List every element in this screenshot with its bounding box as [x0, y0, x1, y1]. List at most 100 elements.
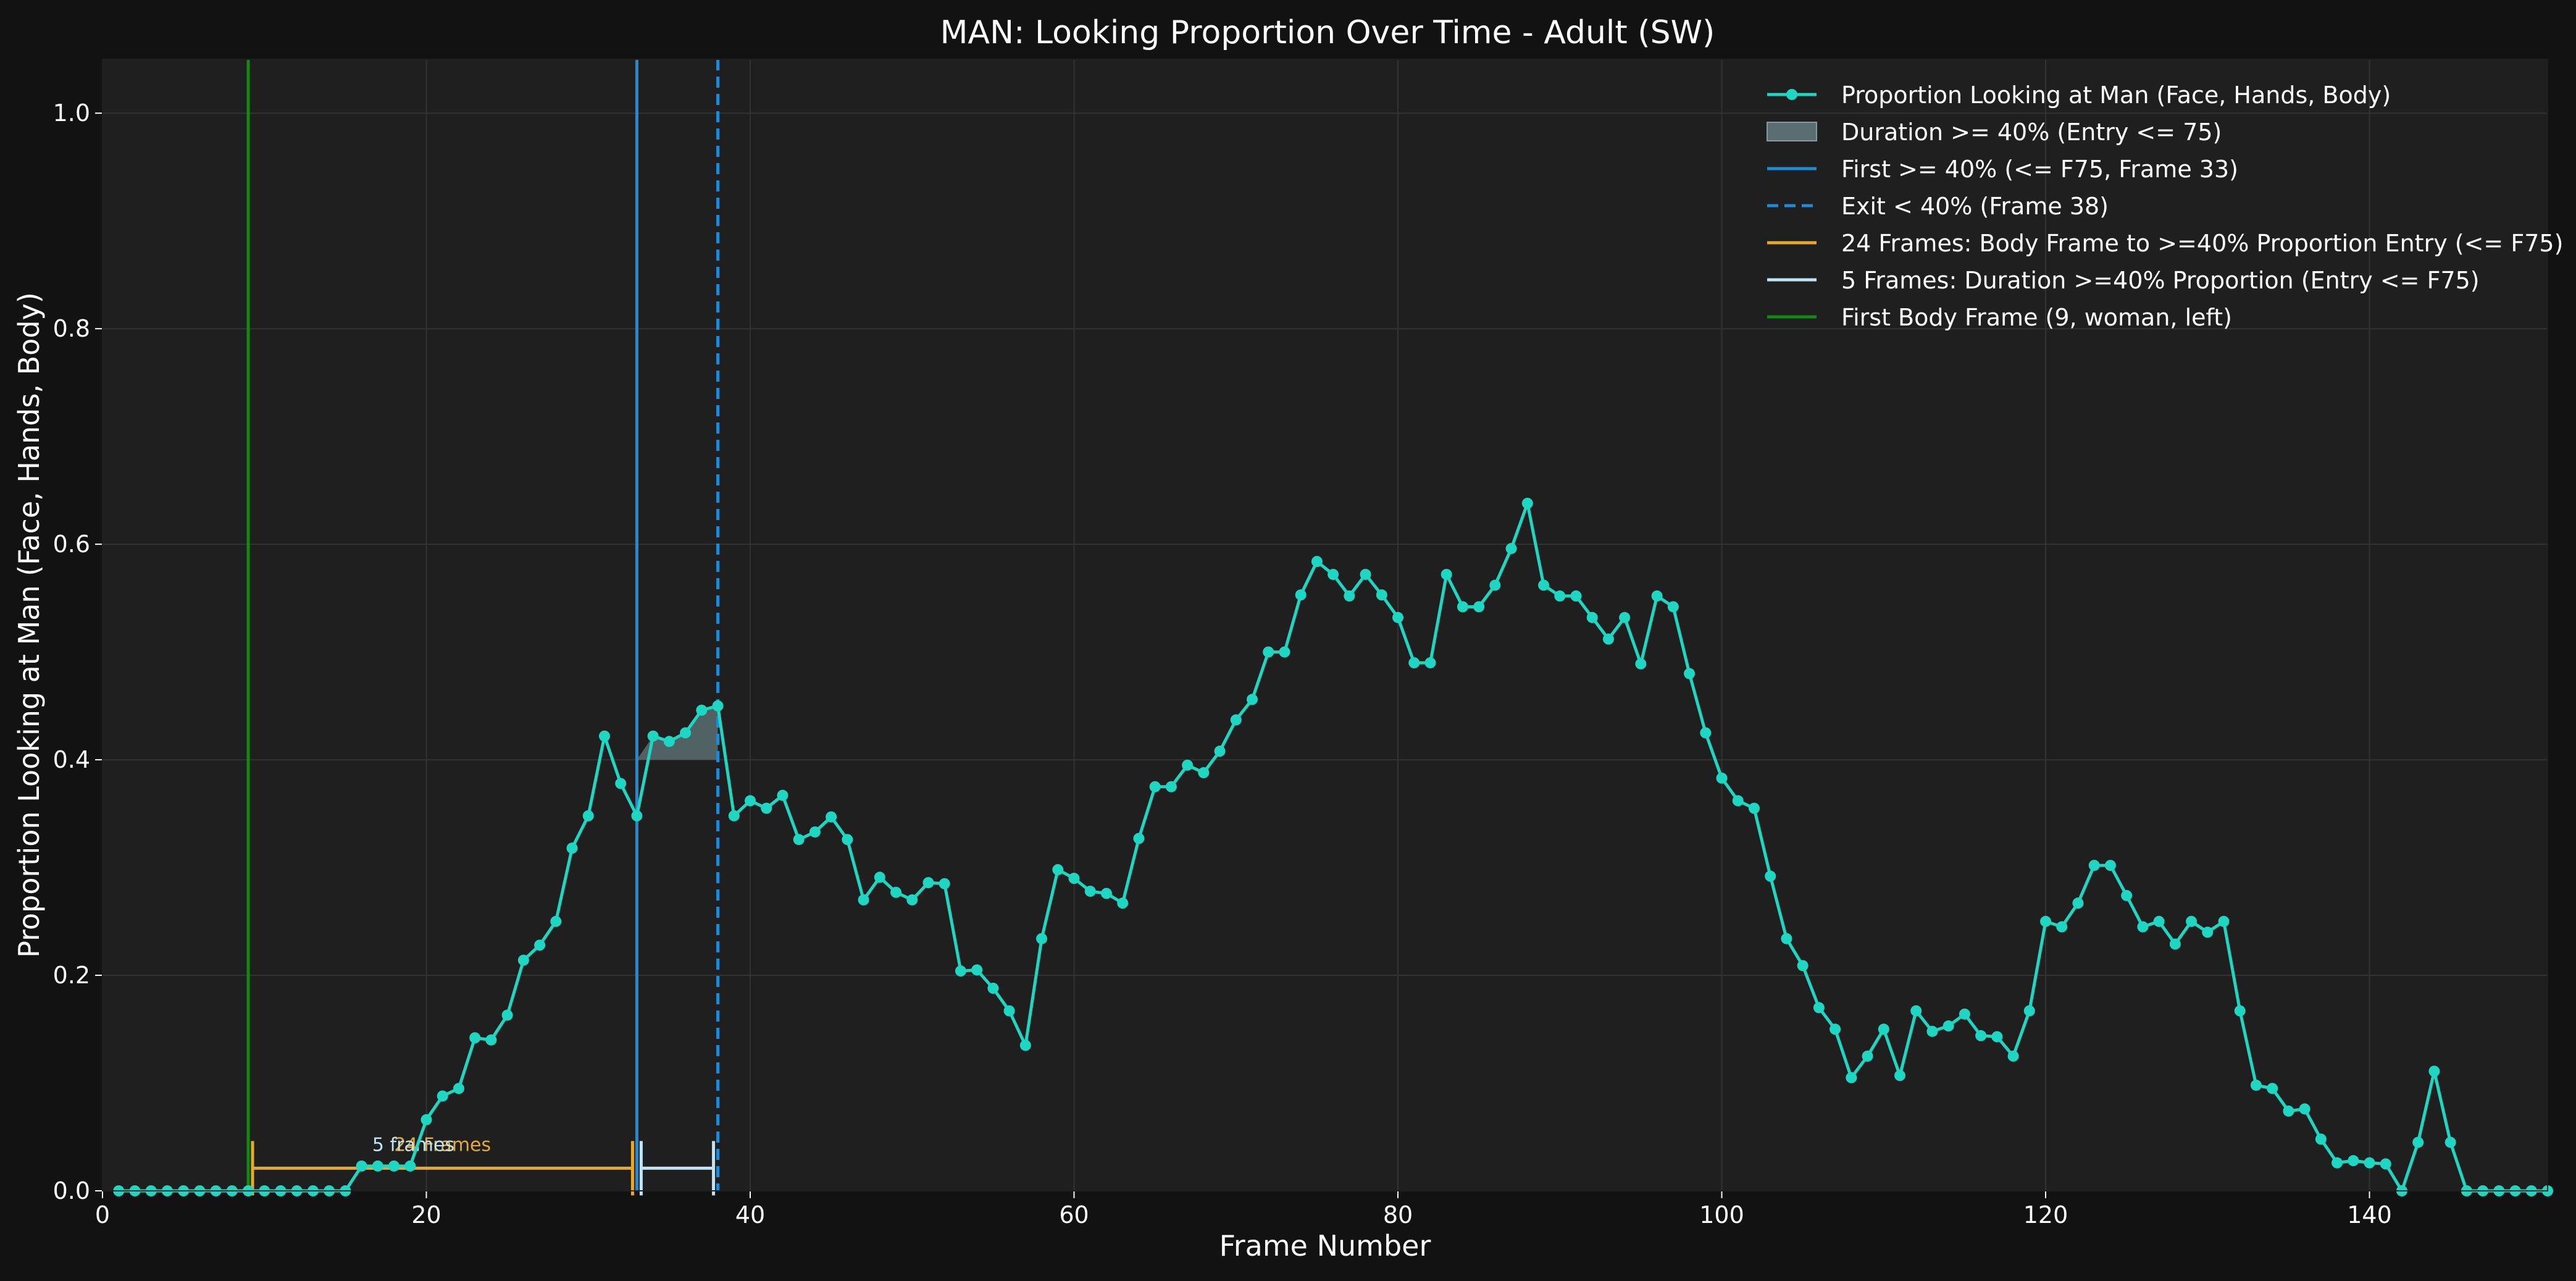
x-tick-label: 60 [1059, 1201, 1089, 1228]
data-point [1942, 1020, 1954, 1032]
data-point [2428, 1065, 2440, 1077]
vline-layer [246, 59, 720, 1191]
data-point [1311, 556, 1323, 568]
data-point [1586, 611, 1598, 623]
data-point [534, 939, 546, 951]
plot-frame [102, 59, 2548, 1191]
data-point [1408, 657, 1420, 669]
x-axis-label: Frame Number [1219, 1229, 1431, 1262]
data-point [1100, 888, 1112, 899]
data-point [453, 1083, 464, 1094]
data-point [1182, 759, 1194, 771]
data-point [469, 1032, 481, 1044]
data-point [1392, 611, 1404, 623]
data-point [1570, 590, 1582, 602]
data-point [420, 1114, 432, 1125]
data-point [987, 982, 999, 994]
data-point [2056, 921, 2068, 933]
legend-entry-label: Proportion Looking at Man (Face, Hands, … [1841, 82, 2391, 109]
data-point [745, 795, 756, 807]
data-point [2283, 1105, 2294, 1117]
data-point [1700, 727, 1712, 739]
data-point [1521, 497, 1533, 509]
data-point [1748, 802, 1760, 814]
grid [102, 59, 2548, 1191]
data-point [826, 811, 837, 823]
data-point [2186, 915, 2198, 927]
data-point [1732, 795, 1744, 807]
x-tick-label: 40 [735, 1201, 765, 1228]
data-point [1602, 633, 1614, 645]
y-tick-label: 0.8 [53, 315, 90, 342]
data-point [404, 1160, 416, 1172]
data-point [1910, 1005, 1922, 1017]
data-point [696, 704, 708, 716]
legend-entry-label: Duration >= 40% (Entry <= 75) [1841, 119, 2222, 146]
data-point [1424, 657, 1436, 669]
data-point [1003, 1005, 1015, 1017]
data-point [728, 810, 740, 821]
data-point [663, 736, 675, 747]
data-point [1149, 781, 1161, 792]
x-tick-label: 120 [2023, 1201, 2068, 1228]
data-point [2234, 1005, 2246, 1017]
data-point [890, 886, 902, 898]
data-point [971, 964, 983, 976]
data-point [874, 872, 885, 883]
data-point [1651, 590, 1663, 602]
data-point [437, 1090, 448, 1102]
data-point [2364, 1157, 2375, 1169]
data-point [2169, 938, 2181, 950]
axis-layer: 0 20 40 60 80 100 120 140 0.0 0.2 0.4 0.6 0.8 1.0 [53, 59, 2548, 1228]
data-point [1328, 568, 1339, 580]
data-point [1473, 601, 1485, 613]
y-tick-label: 0.2 [53, 962, 90, 989]
plot-area [102, 59, 2548, 1191]
data-point [1781, 933, 1792, 944]
data-point [615, 778, 627, 789]
data-point [2088, 860, 2100, 872]
data-point [1894, 1070, 1905, 1082]
legend-entry-label: Exit < 40% (Frame 38) [1841, 193, 2109, 220]
data-point [680, 727, 692, 739]
data-point [1165, 781, 1177, 792]
data-point [777, 789, 788, 801]
data-point [372, 1160, 383, 1172]
bracket-label: 24 Frames [394, 1134, 491, 1156]
data-point [2315, 1133, 2327, 1145]
data-point [761, 802, 772, 814]
legend-entry-label: 5 Frames: Duration >=40% Proportion (Ent… [1841, 267, 2480, 294]
data-point [1295, 589, 1307, 601]
y-tick-label: 1.0 [53, 99, 90, 127]
data-point [2007, 1050, 2019, 1062]
data-point [1959, 1008, 1970, 1020]
data-point [2267, 1083, 2278, 1094]
data-point [2121, 889, 2133, 901]
data-point [1635, 658, 1647, 670]
data-point [1376, 589, 1387, 601]
data-point [2444, 1136, 2456, 1148]
data-point [1084, 885, 1096, 897]
data-point [1862, 1050, 1873, 1062]
data-point [1068, 873, 1080, 884]
legend-entry-label: 24 Frames: Body Frame to >=40% Proportio… [1841, 230, 2563, 257]
data-point [598, 730, 610, 742]
data-point [2153, 915, 2165, 927]
data-point [1117, 897, 1129, 909]
data-point [1684, 668, 1696, 679]
data-point [1489, 579, 1501, 591]
data-point [1133, 833, 1145, 844]
data-point [2250, 1080, 2262, 1091]
data-point [712, 700, 724, 712]
y-tick-label: 0.6 [53, 531, 90, 558]
data-point [1554, 590, 1566, 602]
x-tick-label: 20 [411, 1201, 441, 1228]
data-point [858, 894, 869, 905]
data-point [566, 842, 578, 854]
data-point [906, 894, 918, 905]
x-tick-label: 80 [1383, 1201, 1413, 1228]
legend-entry-label: First Body Frame (9, woman, left) [1841, 304, 2232, 331]
data-point [1878, 1023, 1889, 1035]
shade-layer [637, 705, 718, 760]
